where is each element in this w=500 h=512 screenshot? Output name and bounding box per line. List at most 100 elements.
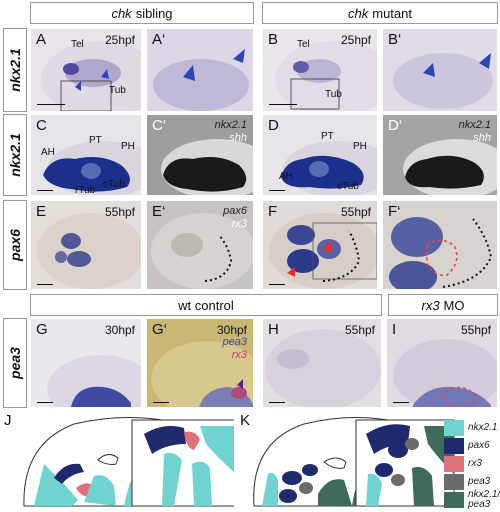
row-label-nkx21-a: nkx2.1 [3, 28, 27, 112]
row-label-text: nkx2.1 [7, 48, 23, 92]
header-gene: chk [348, 5, 369, 21]
scale-bar [269, 189, 285, 191]
legend-swatch-rx3 [444, 456, 464, 472]
panel-E: E 55hpf [30, 200, 142, 290]
header-chk-mutant: chk mutant [262, 2, 498, 24]
embryo-image [37, 213, 141, 289]
gene-label-rx3: rx3 [231, 218, 247, 230]
header-text: mutant [372, 5, 412, 21]
panel-letter: D‘ [388, 117, 403, 134]
panel-letter: G‘ [152, 321, 167, 338]
gene-label-pea3: pea3 [222, 336, 247, 348]
panel-H: H 55hpf [262, 318, 382, 408]
panel-A: A 25hpf Tel Tub [30, 28, 142, 112]
header-gene: chk [111, 5, 132, 21]
embryo-image [393, 53, 493, 109]
scale-bar [37, 401, 53, 403]
panel-D-prime: D‘ nkx2.1 shh [382, 114, 498, 196]
panel-letter: I [392, 321, 397, 338]
gene-label-rx3: rx3 [231, 349, 247, 361]
diagram-K [253, 417, 455, 507]
legend-label-nkx21: nkx2.1 [468, 422, 498, 433]
header-text: MO [443, 297, 465, 313]
row-label-nkx21-b: nkx2.1 [3, 114, 27, 196]
row-label-pax6: pax6 [3, 200, 27, 290]
panel-letter: G [36, 321, 48, 338]
label-tub: Tub [109, 85, 126, 96]
diagram-J [23, 416, 234, 507]
panel-E-prime: E‘ pax6 rx3 [146, 200, 254, 290]
header-rx3-mo: rx3 MO [388, 294, 498, 316]
panel-D: D AH PT PH cTub [262, 114, 378, 196]
gene-label-nkx21: nkx2.1 [214, 119, 247, 131]
scale-bar [37, 103, 65, 105]
panel-letter: C‘ [152, 117, 167, 134]
diagram-letter-K: K [240, 412, 251, 429]
panel-letter: F [268, 203, 278, 220]
panel-letter: B [268, 31, 279, 48]
label-rtub: rTub [75, 185, 96, 196]
panel-letter: H [268, 321, 279, 338]
label-ah: AH [279, 171, 293, 182]
scale-bar [269, 401, 285, 403]
stage-label: 30hpf [216, 323, 247, 337]
header-chk-sibling: chk sibling [30, 2, 254, 24]
label-ctub: cTub [103, 179, 125, 190]
label-tel: Tel [71, 39, 84, 50]
scale-bar [269, 283, 285, 285]
row-label-pea3: pea3 [3, 318, 27, 408]
legend-label-rx3: rx3 [468, 458, 482, 469]
label-tub: Tub [325, 89, 342, 100]
stage-label: 30hpf [104, 323, 135, 337]
panel-letter: C [36, 117, 47, 134]
legend-label-nkx21-pea3: nkx2.1/ pea3 [468, 489, 500, 510]
panel-B-prime: B‘ [382, 28, 498, 112]
gene-label-pax6: pax6 [223, 205, 247, 217]
gene-label-shh: shh [229, 132, 247, 144]
legend-label-pea3: pea3 [468, 476, 491, 487]
label-tel: Tel [297, 39, 310, 50]
gene-label-shh: shh [473, 132, 491, 144]
panel-C-prime: C‘ nkx2.1 shh [146, 114, 254, 196]
embryo-image [403, 139, 497, 195]
panel-C: C AH PT PH cTub rTub [30, 114, 142, 196]
header-text: sibling [135, 5, 173, 21]
label-ph: PH [353, 141, 367, 152]
header-gene: rx3 [421, 297, 440, 313]
panel-letter: A‘ [152, 31, 166, 48]
stage-label: 55hpf [344, 323, 375, 337]
label-ctub: cTub [337, 181, 359, 192]
row-label-text: pea3 [7, 347, 24, 379]
embryo-image [389, 217, 493, 289]
scale-bar [153, 401, 169, 403]
diagram-letter-J: J [4, 412, 12, 429]
scale-bar [269, 103, 297, 105]
label-pt: PT [321, 131, 334, 142]
embryo-image [265, 329, 381, 407]
panel-G-prime: G‘ 30hpf pea3 rx3 [146, 318, 254, 408]
legend-label-pax6: pax6 [468, 440, 490, 451]
scale-bar [37, 283, 53, 285]
panel-F: F 55hpf [262, 200, 378, 290]
stage-label: 25hpf [104, 33, 135, 47]
stage-label: 55hpf [104, 205, 135, 219]
gene-label-nkx21: nkx2.1 [458, 119, 491, 131]
panel-letter: E‘ [152, 203, 166, 220]
panel-letter: B‘ [388, 31, 402, 48]
embryo-image [161, 139, 253, 195]
legend-swatch-pax6 [444, 438, 464, 454]
legend-swatch-pea3 [444, 474, 464, 490]
panel-F-prime: F‘ [382, 200, 498, 290]
panel-B: B 25hpf Tel Tub [262, 28, 378, 112]
legend-swatch-nkx21-pea3 [444, 492, 464, 508]
embryo-image [151, 341, 253, 407]
panel-G: G 30hpf [30, 318, 142, 408]
header-wt-control: wt control [30, 294, 382, 316]
row-label-text: nkx2.1 [7, 133, 23, 177]
label-ph: PH [121, 141, 135, 152]
label-ah: AH [41, 147, 55, 158]
panel-I: I 55hpf [386, 318, 498, 408]
panel-letter: E [36, 203, 47, 220]
panel-letter: F‘ [388, 203, 401, 220]
legend-swatch-nkx21 [444, 420, 464, 436]
